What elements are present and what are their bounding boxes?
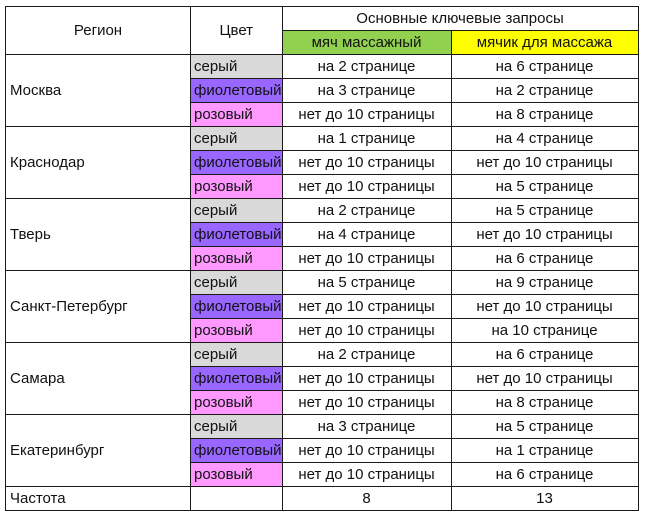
kw1-rank-cell: нет до 10 страницы <box>281 150 452 175</box>
header-kw1: мяч массажный <box>281 30 452 55</box>
region-name: Екатеринбург <box>5 414 191 487</box>
kw2-rank-cell: нет до 10 страницы <box>450 294 639 319</box>
table-row: Самара серый на 2 странице на 6 странице <box>5 342 639 415</box>
color-swatch-cell: фиолетовый <box>190 438 283 463</box>
kw1-rank-cell: на 2 странице <box>281 342 452 367</box>
table-row: Тверь серый на 2 странице на 5 странице <box>5 198 639 271</box>
kw2-rank-cell: на 4 странице <box>450 126 639 151</box>
kw2-rank-cell: нет до 10 страницы <box>450 222 639 247</box>
header-queries: Основные ключевые запросы <box>281 6 639 31</box>
frequency-kw2-value: 13 <box>450 486 639 511</box>
kw2-rank-cell: на 5 странице <box>450 414 639 439</box>
kw2-rank-cell: на 6 странице <box>450 54 639 79</box>
color-swatch-cell: розовый <box>190 462 283 487</box>
kw1-rank-cell: на 4 странице <box>281 222 452 247</box>
kw1-rank-cell: нет до 10 страницы <box>281 366 452 391</box>
color-swatch-cell: фиолетовый <box>190 222 283 247</box>
color-swatch-cell: розовый <box>190 174 283 199</box>
color-swatch-cell: розовый <box>190 102 283 127</box>
kw2-rank-cell: на 10 странице <box>450 318 639 343</box>
kw2-rank-cell: на 5 странице <box>450 198 639 223</box>
kw2-rank-cell: на 8 странице <box>450 390 639 415</box>
kw2-rank-cell: на 9 странице <box>450 270 639 295</box>
kw1-rank-cell: на 2 странице <box>281 54 452 79</box>
kw2-rank-cell: на 2 странице <box>450 78 639 103</box>
color-swatch-cell: фиолетовый <box>190 366 283 391</box>
kw1-rank-cell: нет до 10 страницы <box>281 318 452 343</box>
region-name: Самара <box>5 342 191 415</box>
kw1-rank-cell: нет до 10 страницы <box>281 174 452 199</box>
kw1-rank-cell: на 2 странице <box>281 198 452 223</box>
region-name: Краснодар <box>5 126 191 199</box>
table-row: Москва серый на 2 странице на 6 странице <box>5 54 639 127</box>
keyword-ranking-table: Регион Цвет Основные ключевые запросы мя… <box>5 6 639 511</box>
header-region: Регион <box>5 6 191 55</box>
kw1-rank-cell: нет до 10 страницы <box>281 246 452 271</box>
kw1-rank-cell: на 3 странице <box>281 78 452 103</box>
color-swatch-cell: серый <box>190 126 283 151</box>
region-name: Москва <box>5 54 191 127</box>
color-swatch-cell: фиолетовый <box>190 294 283 319</box>
table-row: Краснодар серый на 1 странице на 4 странице <box>5 126 639 199</box>
header-kw2: мячик для массажа <box>450 30 639 55</box>
kw2-rank-cell: на 5 странице <box>450 174 639 199</box>
frequency-label: Частота <box>5 486 191 511</box>
kw1-rank-cell: на 1 странице <box>281 126 452 151</box>
kw2-rank-cell: на 6 странице <box>450 462 639 487</box>
color-swatch-cell: серый <box>190 342 283 367</box>
table-row: фиолетовый на 4 странице нет до 10 страниц… <box>6 222 639 247</box>
kw1-rank-cell: нет до 10 страницы <box>281 438 452 463</box>
kw2-rank-cell: на 8 странице <box>450 102 639 127</box>
kw2-rank-cell: на 6 странице <box>450 246 639 271</box>
table-row: розовый нет до 10 страницы на 8 странице <box>6 102 639 127</box>
color-swatch-cell: серый <box>190 198 283 223</box>
frequency-empty-cell <box>190 486 283 511</box>
color-swatch-cell: розовый <box>190 318 283 343</box>
kw1-rank-cell: нет до 10 страницы <box>281 294 452 319</box>
table-row: розовый нет до 10 страницы на 5 странице <box>6 174 639 199</box>
color-swatch-cell: фиолетовый <box>190 78 283 103</box>
table-row: фиолетовый на 3 странице на 2 странице <box>6 78 639 103</box>
kw2-rank-cell: на 1 странице <box>450 438 639 463</box>
frequency-row: Частота 8 13 <box>5 486 639 511</box>
color-swatch-cell: серый <box>190 54 283 79</box>
region-name: Тверь <box>5 198 191 271</box>
kw1-rank-cell: на 3 странице <box>281 414 452 439</box>
kw1-rank-cell: нет до 10 страницы <box>281 102 452 127</box>
frequency-kw1-value: 8 <box>281 486 452 511</box>
table-row: розовый нет до 10 страницы на 6 странице <box>6 246 639 271</box>
color-swatch-cell: фиолетовый <box>190 150 283 175</box>
table-row: фиолетовый нет до 10 страницы нет до 10 ст… <box>6 150 639 175</box>
kw2-rank-cell: нет до 10 страницы <box>450 366 639 391</box>
kw1-rank-cell: нет до 10 страницы <box>281 462 452 487</box>
kw1-rank-cell: на 5 странице <box>281 270 452 295</box>
table-row: Екатеринбург серый на 3 странице на 5 стран… <box>5 414 639 487</box>
kw1-rank-cell: нет до 10 страницы <box>281 390 452 415</box>
color-swatch-cell: розовый <box>190 246 283 271</box>
header-color: Цвет <box>190 6 283 55</box>
color-swatch-cell: розовый <box>190 390 283 415</box>
kw2-rank-cell: нет до 10 страницы <box>450 150 639 175</box>
color-swatch-cell: серый <box>190 414 283 439</box>
table-row: Санкт-Петербург серый на 5 странице на 9 ст… <box>5 270 639 343</box>
table-row: розовый нет до 10 страницы на 10 странице <box>6 318 639 343</box>
region-name: Санкт-Петербург <box>5 270 191 343</box>
color-swatch-cell: серый <box>190 270 283 295</box>
table-row: фиолетовый нет до 10 страницы нет до 10 ст… <box>6 294 639 319</box>
kw2-rank-cell: на 6 странице <box>450 342 639 367</box>
